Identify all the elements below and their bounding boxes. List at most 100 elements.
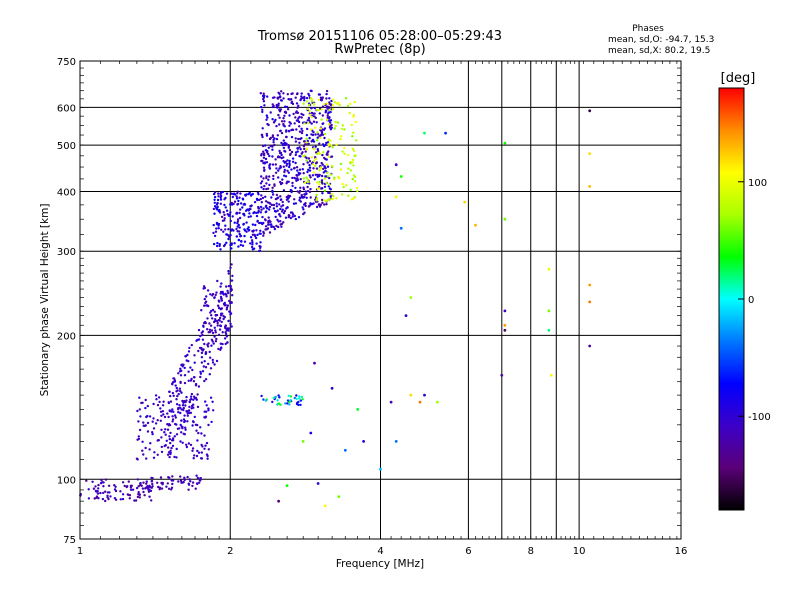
data-point <box>291 128 295 132</box>
data-point <box>224 292 227 295</box>
data-point <box>199 370 202 374</box>
data-point <box>280 210 284 213</box>
data-point <box>274 163 277 166</box>
data-point <box>201 333 204 337</box>
data-point <box>500 373 504 377</box>
data-point <box>190 343 193 347</box>
data-point <box>254 223 257 227</box>
data-point <box>187 360 190 363</box>
data-point <box>265 204 268 207</box>
data-point <box>316 173 319 176</box>
data-point <box>227 269 230 273</box>
data-point <box>236 230 239 233</box>
data-point <box>133 499 136 502</box>
data-point <box>152 402 155 406</box>
data-point <box>219 192 222 196</box>
data-point <box>307 142 310 145</box>
data-point <box>146 430 150 433</box>
data-point <box>282 146 286 150</box>
data-point <box>166 453 170 456</box>
data-point <box>225 209 229 212</box>
data-point <box>119 490 122 493</box>
data-point <box>165 485 168 488</box>
data-point <box>97 497 100 500</box>
data-point <box>290 100 294 104</box>
data-point <box>282 122 285 126</box>
data-point <box>145 482 148 485</box>
data-point <box>379 467 382 471</box>
data-point <box>277 169 280 172</box>
data-point <box>225 285 228 288</box>
data-point <box>328 197 331 201</box>
data-point <box>184 404 187 407</box>
data-point <box>302 208 305 211</box>
data-point <box>298 130 302 133</box>
data-point <box>211 317 214 320</box>
data-point <box>323 203 326 206</box>
data-point <box>154 422 158 425</box>
data-point <box>168 476 171 479</box>
data-point <box>262 398 265 401</box>
data-point <box>308 190 312 194</box>
data-point <box>333 101 336 104</box>
data-point <box>280 222 284 226</box>
data-point <box>262 97 265 101</box>
data-point <box>213 296 216 300</box>
data-point <box>227 272 230 275</box>
data-point <box>243 240 247 243</box>
data-point <box>316 131 319 134</box>
data-point <box>199 334 202 338</box>
data-point <box>211 331 215 335</box>
data-point <box>327 123 331 126</box>
data-point <box>205 453 209 456</box>
data-point <box>209 367 213 370</box>
data-point <box>148 448 151 451</box>
data-point <box>289 399 292 402</box>
data-point <box>352 131 355 134</box>
data-point <box>306 185 309 189</box>
data-point <box>318 169 321 172</box>
data-point <box>260 194 263 197</box>
data-point <box>266 187 270 190</box>
data-point <box>310 89 313 93</box>
colorbar-tick-label: 0 <box>748 295 754 306</box>
data-point <box>114 498 118 501</box>
data-point <box>223 198 226 201</box>
data-point <box>128 494 132 497</box>
data-point <box>293 214 296 218</box>
data-point <box>102 485 105 488</box>
data-point <box>588 152 592 156</box>
data-point <box>180 419 183 422</box>
data-point <box>145 457 148 460</box>
data-point <box>276 96 280 99</box>
data-point <box>328 176 331 180</box>
data-point <box>296 119 300 123</box>
data-point <box>329 188 332 191</box>
data-point <box>312 159 316 163</box>
colorbar: [deg] 100 0 -100 <box>718 71 771 511</box>
data-point <box>305 148 308 151</box>
data-point <box>232 202 235 206</box>
data-point <box>547 328 551 332</box>
data-point <box>193 361 196 364</box>
data-point <box>310 122 313 125</box>
data-point <box>189 480 192 483</box>
data-point <box>179 374 183 377</box>
data-point <box>324 110 328 113</box>
data-point <box>217 306 221 309</box>
data-point <box>259 205 263 209</box>
data-point <box>278 108 281 111</box>
data-point <box>259 232 262 235</box>
data-point <box>299 403 302 407</box>
data-point <box>304 150 307 153</box>
data-point <box>399 226 403 230</box>
data-point <box>356 408 360 411</box>
data-point <box>320 181 324 184</box>
data-point <box>278 396 281 399</box>
data-point <box>331 98 335 101</box>
data-point <box>227 228 230 231</box>
data-point <box>245 221 248 224</box>
data-point <box>254 236 258 240</box>
data-point <box>211 361 215 364</box>
data-point <box>172 410 175 413</box>
